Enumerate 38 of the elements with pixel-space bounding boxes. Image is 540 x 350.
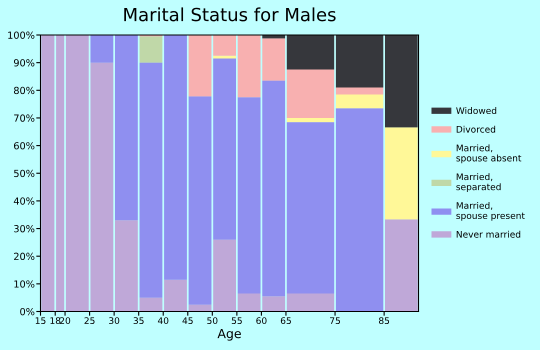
- x-tick-label: 55: [232, 317, 242, 324]
- x-tick-label: 40: [158, 317, 168, 324]
- y-tick-label: 30%: [14, 225, 34, 232]
- chart-title: Marital Status for Males: [124, 7, 336, 22]
- y-tick-label: 70%: [14, 114, 34, 122]
- legend-label: Widowed: [456, 107, 496, 114]
- y-tick-label: 10%: [14, 280, 34, 288]
- y-tick-label: 80%: [14, 86, 34, 94]
- bar: [262, 80, 286, 296]
- legend-label: Married, spouse absent: [456, 144, 522, 164]
- x-tick-label: 15: [36, 317, 46, 324]
- x-tick-label: 25: [84, 317, 95, 324]
- x-tick-label: 45: [182, 317, 193, 324]
- x-tick-label: 30: [109, 317, 120, 324]
- x-tick-label: 75: [330, 317, 340, 324]
- y-tick-label: 50%: [14, 170, 34, 178]
- bar: [262, 296, 286, 312]
- x-tick-label: 50: [207, 317, 218, 324]
- bar: [140, 36, 162, 63]
- y-tick-label: 90%: [14, 59, 34, 66]
- legend-label: Married, separated: [456, 173, 501, 192]
- x-tick-label: 85: [379, 317, 390, 324]
- x-tick-label: 65: [280, 317, 291, 324]
- x-tick-label: 35: [134, 317, 144, 324]
- legend-label: Married, spouse present: [456, 202, 525, 221]
- y-tick-label: 60%: [14, 142, 34, 150]
- bar: [262, 38, 286, 81]
- y-tick-label: 0%: [20, 308, 34, 316]
- x-tick-label: 18: [50, 317, 60, 324]
- y-tick-label: 40%: [14, 197, 34, 205]
- legend-label: Divorced: [456, 126, 496, 133]
- legend-label: Never married: [456, 230, 520, 238]
- x-axis-title: Age: [218, 328, 241, 341]
- y-tick-label: 100%: [8, 31, 34, 39]
- x-tick-label: 60: [256, 317, 267, 324]
- bar: [66, 35, 89, 312]
- x-tick-label: 20: [60, 317, 70, 324]
- y-tick-label: 20%: [14, 252, 34, 260]
